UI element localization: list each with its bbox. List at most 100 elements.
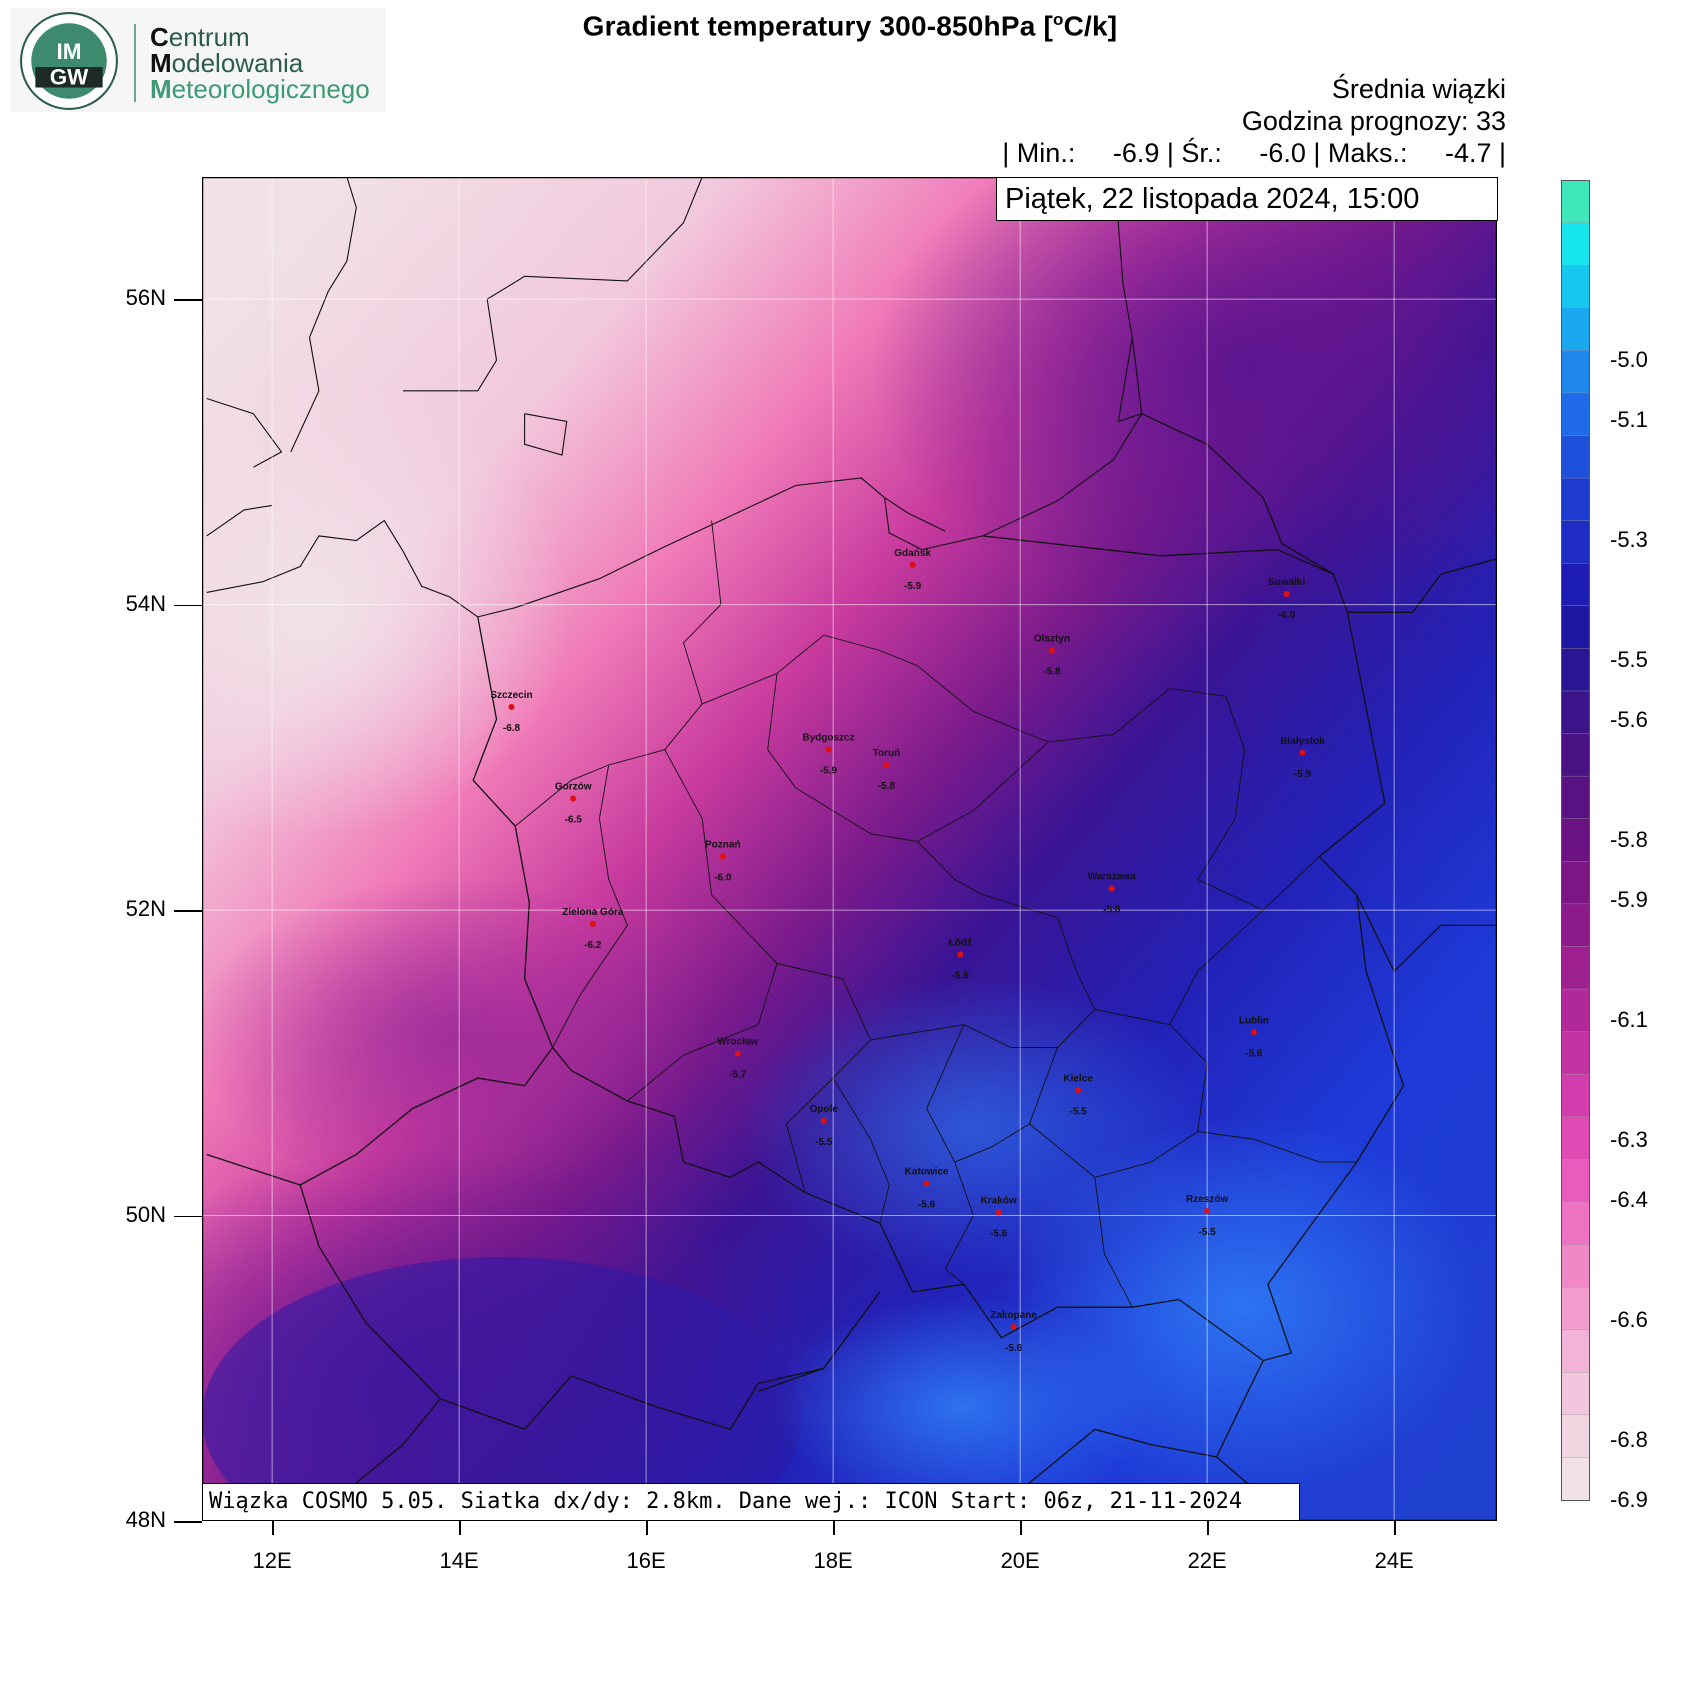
city-dot-13 (734, 1050, 741, 1057)
colorbar-segment-9 (1561, 563, 1590, 607)
city-name-3: Szczecin (490, 690, 532, 701)
lon-tick-label-1: 14E (439, 1548, 479, 1573)
colorbar-segment-3 (1561, 307, 1590, 352)
lon-tick-mark-4 (1020, 1521, 1022, 1535)
colorbar-segment-10 (1561, 605, 1590, 650)
colorbar-segment-6 (1561, 435, 1590, 479)
colorbar-segment-24 (1561, 1201, 1590, 1246)
colorbar-segment-0 (1561, 180, 1590, 224)
colorbar (1561, 180, 1590, 1501)
city-name-6: Białystok (1280, 736, 1325, 747)
lon-tick-mark-6 (1394, 1521, 1396, 1535)
city-dot-4 (825, 746, 832, 753)
voivodeship-border-9 (1197, 1131, 1357, 1163)
field-sw-indigo (202, 1257, 802, 1521)
city-value-7: -6.5 (565, 815, 583, 826)
city-dot-7 (570, 795, 577, 802)
city-dot-14 (1075, 1087, 1082, 1094)
colorbar-label-6: -5.9 (1610, 887, 1648, 912)
city-name-0: Gdańsk (894, 548, 931, 559)
logo-line-centrum: Centrum (150, 22, 250, 52)
coastline-1 (884, 497, 946, 532)
map-title: Gradient temperatury 300-850hPa [oC/k] (582, 10, 1118, 42)
coastline-5 (206, 397, 283, 468)
coastlines (206, 177, 1143, 618)
lat-tick-mark-0 (174, 299, 202, 301)
lat-tick-mark-4 (174, 1521, 202, 1523)
coastline-8 (1117, 337, 1142, 423)
city-name-10: Zielona Góra (562, 907, 624, 918)
lon-tick-mark-2 (646, 1521, 648, 1535)
city-value-17: -5.6 (990, 1228, 1008, 1239)
city-name-12: Lublin (1239, 1015, 1269, 1026)
city-value-4: -5.9 (820, 766, 838, 777)
field-w-magenta (202, 877, 712, 1197)
lon-tick-mark-5 (1207, 1521, 1209, 1535)
logo-seal-bottom-text: GW (50, 64, 89, 89)
city-name-16: Katowice (905, 1166, 949, 1177)
lat-tick-mark-2 (174, 910, 202, 912)
city-value-15: -5.5 (815, 1137, 833, 1148)
border-9 (346, 1398, 441, 1492)
city-value-10: -6.2 (584, 940, 602, 951)
city-dot-12 (1250, 1029, 1257, 1036)
coastline-2 (206, 519, 479, 618)
colorbar-label-1: -5.1 (1610, 407, 1648, 432)
city-name-7: Gorzów (555, 782, 592, 793)
colorbar-segment-27 (1561, 1329, 1590, 1373)
colorbar-label-0: -5.0 (1610, 347, 1648, 372)
lon-tick-label-6: 24E (1374, 1548, 1414, 1573)
city-value-5: -5.8 (878, 781, 896, 792)
city-value-8: -6.0 (714, 873, 732, 884)
city-dot-9 (1108, 885, 1115, 892)
colorbar-segment-29 (1561, 1414, 1590, 1459)
colorbar-segment-25 (1561, 1244, 1590, 1288)
colorbar-segment-20 (1561, 1031, 1590, 1075)
city-dot-10 (589, 920, 596, 927)
city-dot-2 (1048, 647, 1055, 654)
border-4 (299, 1047, 881, 1431)
city-value-3: -6.8 (503, 723, 521, 734)
lon-tick-label-2: 16E (626, 1548, 666, 1573)
colorbar-segment-1 (1561, 222, 1590, 266)
colorbar-label-2: -5.3 (1610, 527, 1648, 552)
city-value-19: -5.6 (1005, 1343, 1023, 1354)
lat-tick-mark-1 (174, 604, 202, 607)
voivodeship-border-6 (870, 841, 1096, 1048)
lat-tick-label-0: 56N (125, 285, 166, 311)
gradient-map: Gdańsk -5.9 Suwałki -6.0 Olsztyn -5.8 Szczecin… (202, 177, 1497, 1521)
border-5 (758, 1367, 825, 1392)
coastline-4 (290, 177, 357, 453)
city-name-8: Poznań (705, 840, 741, 851)
colorbar-segment-15 (1561, 818, 1590, 862)
field-c-blue (742, 977, 1202, 1277)
city-value-12: -5.6 (1245, 1048, 1263, 1059)
city-dot-5 (883, 762, 890, 768)
coastline-3 (206, 504, 273, 537)
map-panel: Gdańsk -5.9 Suwałki -6.0 Olsztyn -5.8 Szczecin… (202, 177, 1497, 1521)
lon-tick-mark-3 (833, 1521, 835, 1535)
city-dot-19 (1010, 1324, 1017, 1331)
colorbar-segment-16 (1561, 861, 1590, 905)
city-name-5: Toruń (873, 748, 901, 759)
voivodeship-border-13 (832, 1077, 890, 1224)
city-dot-18 (1204, 1207, 1211, 1214)
city-name-18: Rzeszów (1186, 1194, 1228, 1205)
city-value-0: -5.9 (904, 581, 922, 592)
border-2 (1141, 413, 1334, 575)
voivodeship-border-0 (514, 520, 722, 827)
colorbar-label-9: -6.4 (1610, 1187, 1648, 1212)
colorbar-label-4: -5.6 (1610, 707, 1648, 732)
imgw-seal-icon: IM GW (20, 12, 118, 110)
colorbar-label-11: -6.8 (1610, 1427, 1648, 1452)
city-name-1: Suwałki (1268, 577, 1305, 588)
coastline-7 (524, 413, 568, 456)
logo-divider (134, 24, 136, 102)
colorbar-segment-2 (1561, 264, 1590, 309)
city-value-9: -5.8 (1103, 905, 1121, 916)
colorbar-label-3: -5.5 (1610, 647, 1648, 672)
colorbar-segment-8 (1561, 520, 1590, 564)
colorbar-segment-7 (1561, 477, 1590, 522)
lon-tick-label-3: 18E (813, 1548, 853, 1573)
colorbar-label-7: -6.1 (1610, 1007, 1648, 1032)
